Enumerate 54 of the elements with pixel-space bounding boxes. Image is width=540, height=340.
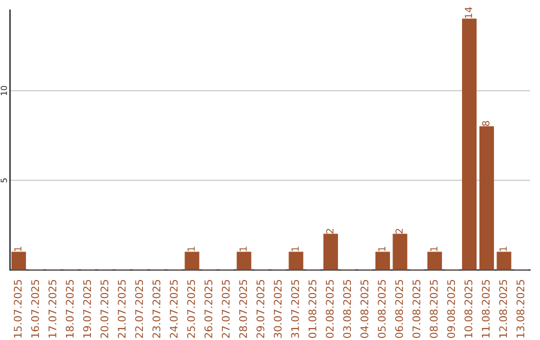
bar xyxy=(496,252,512,270)
x-tick-label: 01.08.2025 xyxy=(308,280,316,338)
bar xyxy=(462,18,477,270)
x-tick-label: 10.08.2025 xyxy=(464,280,472,338)
data-label: 1 xyxy=(240,246,247,251)
x-tick-label: 19.07.2025 xyxy=(83,280,92,338)
data-label: 2 xyxy=(326,228,334,234)
x-tick-label: 04.08.2025 xyxy=(360,280,368,338)
x-tick-label: 21.07.2025 xyxy=(118,280,126,338)
data-label: 1 xyxy=(500,246,507,251)
x-tick-label: 03.08.2025 xyxy=(343,280,352,338)
x-tick-label: 09.08.2025 xyxy=(447,280,456,338)
y-tick-label: 5 xyxy=(0,178,7,182)
data-label: 2 xyxy=(395,228,403,234)
x-tick-label: 12.08.2025 xyxy=(499,280,508,338)
x-tick-label: 28.07.2025 xyxy=(239,280,248,338)
x-tick-label: 05.08.2025 xyxy=(378,280,386,338)
bar xyxy=(375,252,390,270)
x-tick-label: 29.07.2025 xyxy=(256,280,264,338)
x-tick-label: 08.08.2025 xyxy=(430,280,438,338)
x-tick-label: 07.08.2025 xyxy=(412,280,420,338)
x-tick-label: 25.07.2025 xyxy=(187,280,196,338)
data-label: 1 xyxy=(292,246,299,251)
x-tick-label: 30.07.2025 xyxy=(274,280,282,338)
x-tick-label: 02.08.2025 xyxy=(326,280,334,338)
bar xyxy=(427,252,442,270)
x-tick-label: 24.07.2025 xyxy=(170,280,178,338)
data-label: 1 xyxy=(430,246,438,251)
bar xyxy=(11,252,26,270)
x-tick-label: 06.08.2025 xyxy=(395,280,404,338)
y-tick-label: 10 xyxy=(0,86,7,96)
x-tick-label: 26.07.2025 xyxy=(204,280,212,338)
bar xyxy=(323,234,338,270)
x-tick-label: 20.07.2025 xyxy=(100,280,108,338)
data-label: 8 xyxy=(482,121,490,126)
x-tick-label: 23.07.2025 xyxy=(152,280,160,338)
bar xyxy=(236,252,252,270)
data-label: 1 xyxy=(378,246,386,251)
bar xyxy=(392,234,408,270)
bar xyxy=(479,126,494,270)
x-tick-label: 16.07.2025 xyxy=(31,280,40,338)
data-label: 14 xyxy=(464,7,472,18)
x-tick-label: 18.07.2025 xyxy=(66,280,74,338)
x-tick-label: 15.07.2025 xyxy=(14,280,22,338)
x-tick-label: 17.07.2025 xyxy=(48,280,56,338)
x-tick-label: 13.08.2025 xyxy=(516,280,524,338)
x-tick-label: 27.07.2025 xyxy=(222,280,230,338)
bar xyxy=(288,252,304,270)
data-label: 1 xyxy=(14,246,22,251)
x-tick-label: 11.08.2025 xyxy=(482,280,490,338)
x-tick-label: 31.07.2025 xyxy=(291,280,300,338)
x-tick-label: 22.07.2025 xyxy=(135,280,144,338)
data-label: 1 xyxy=(188,246,195,251)
bar xyxy=(184,252,200,270)
